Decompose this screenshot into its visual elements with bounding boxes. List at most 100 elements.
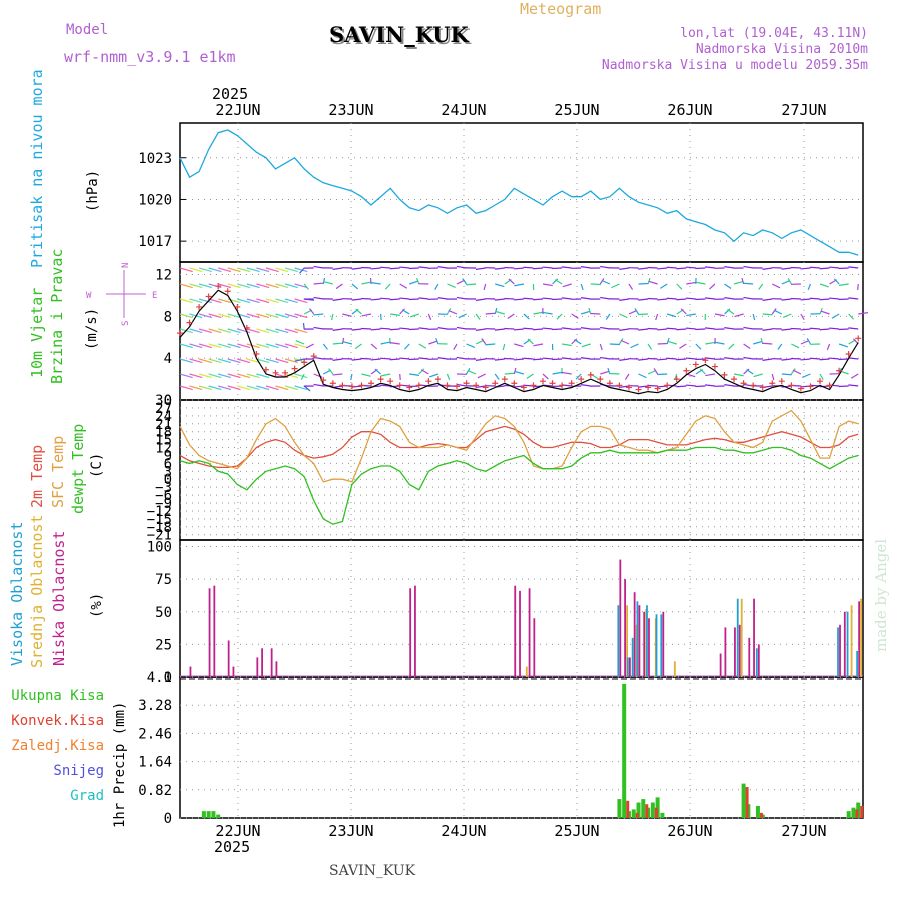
wind-barb: [418, 357, 429, 360]
wind-barb: [374, 368, 381, 375]
panel-frame: [179, 676, 864, 819]
wind-barb: [456, 326, 467, 330]
day-label-bottom: 24JUN: [441, 822, 486, 840]
wind-barb: [504, 327, 515, 330]
wind-barb: [198, 328, 212, 334]
precip-total-bar: [211, 811, 216, 818]
wind-gust-mark: [654, 385, 661, 392]
wind-barb: [494, 373, 500, 380]
wind-barb: [601, 279, 611, 285]
wind-barb: [179, 358, 193, 364]
precip-total-bar: [631, 809, 636, 818]
wind-barb: [787, 278, 792, 285]
wind-barb: [580, 266, 591, 269]
wind-barb: [660, 283, 668, 289]
wind-barb: [303, 283, 309, 290]
wind-barb: [328, 368, 334, 375]
wind-barb: [179, 373, 193, 379]
wind-gust-mark: [721, 371, 728, 378]
wind-barb: [542, 311, 553, 315]
wind-barb: [189, 343, 203, 349]
cloud-unit: (%): [89, 593, 105, 618]
wind-barb: [743, 368, 750, 375]
wind-barb: [810, 357, 821, 360]
wind-barb: [246, 343, 260, 349]
wind-barb: [462, 278, 468, 285]
wind-barb: [322, 277, 326, 285]
wind-barb: [361, 313, 372, 317]
wind-gust-mark: [234, 303, 241, 310]
wind-barb: [453, 343, 458, 350]
wind-gust-mark: [817, 378, 824, 385]
wind-barb: [561, 266, 572, 269]
wind-barb: [714, 313, 725, 317]
wind-barb: [399, 308, 405, 315]
wind-barb: [256, 267, 270, 273]
wind-barb: [380, 327, 391, 330]
wind-gust-mark: [262, 366, 269, 373]
wind-gust-mark: [205, 293, 212, 300]
cloud-low-bar: [648, 618, 650, 677]
wind-barb: [284, 373, 298, 379]
wind-barb: [418, 368, 425, 375]
precip-tick-label: 2.46: [138, 726, 172, 742]
wind-barb: [370, 282, 381, 285]
wind-barb: [409, 313, 420, 318]
wind-gust-mark: [539, 378, 546, 385]
wind-barb: [483, 283, 487, 291]
wind-barb: [618, 338, 624, 345]
wind-barb: [437, 357, 448, 360]
wind-barb: [418, 327, 429, 330]
wind-barb: [762, 298, 773, 301]
wind-tick-label: 4: [164, 351, 172, 367]
wind-gust-mark: [396, 382, 403, 389]
wind-barb: [848, 313, 854, 320]
wind-barb: [437, 297, 448, 300]
wind-barb: [826, 343, 831, 351]
wind-gust-mark: [845, 351, 852, 357]
wind-barb: [685, 297, 696, 300]
precip-total-bar: [201, 811, 206, 818]
wind-barb: [380, 341, 391, 345]
wind-gust-mark: [291, 365, 298, 372]
temp-tick-label: −15: [147, 512, 172, 528]
wind-barb: [256, 343, 270, 349]
wind-title-1: 10m Vjetar: [28, 288, 46, 378]
wind-barb: [552, 278, 559, 285]
wind-barb: [403, 343, 410, 350]
wind-barb: [495, 310, 505, 315]
wind-gust-mark: [530, 382, 537, 389]
wind-gust-mark: [606, 380, 613, 387]
wind-barb: [256, 328, 270, 334]
cloud-tick-label: 25: [155, 637, 172, 653]
wind-barb: [408, 358, 419, 361]
wind-barb: [275, 267, 289, 273]
wind-gust-mark: [673, 376, 680, 383]
wind-barb: [523, 297, 534, 300]
wind-barb: [762, 358, 773, 361]
wind-barb: [781, 358, 792, 361]
wind-gust-mark: [635, 386, 642, 393]
wind-barb: [361, 266, 372, 269]
wind-barb: [265, 283, 279, 289]
wind-barb: [667, 340, 677, 345]
wind-barb: [294, 267, 308, 273]
wind-barb: [294, 358, 305, 362]
wind-barb: [724, 327, 735, 330]
wind-gust-mark: [692, 361, 699, 368]
cloud-low-bar: [409, 588, 412, 677]
wind-barb: [781, 298, 792, 301]
wind-barb: [638, 267, 649, 270]
wind-barb: [514, 343, 524, 348]
wind-barb: [676, 328, 687, 331]
wind-gust-mark: [358, 382, 365, 389]
wind-tick-label: 0: [164, 393, 172, 409]
wind-barb: [790, 266, 801, 269]
wind-barb: [399, 266, 410, 269]
wind-gust-mark: [645, 384, 652, 391]
wind-barb: [380, 373, 391, 377]
wind-gust-mark: [578, 376, 585, 383]
temp-tick-label: 9: [164, 448, 172, 464]
cloud-low-bar: [638, 605, 641, 677]
precip-legend-total: Ukupna Kisa: [11, 688, 104, 704]
